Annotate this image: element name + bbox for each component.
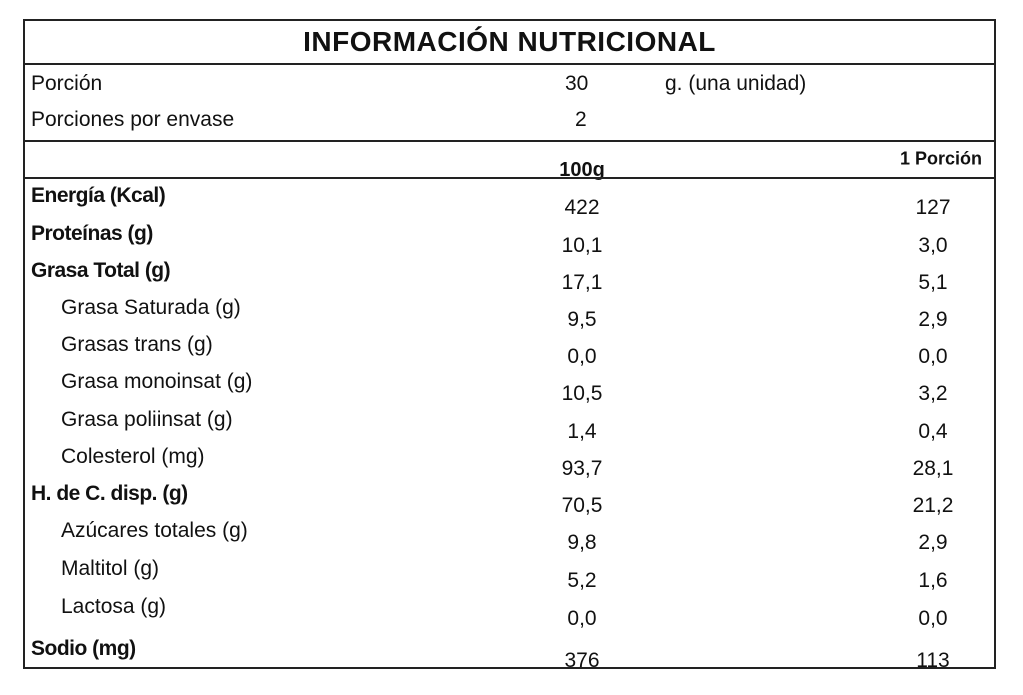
nutrient-label: Proteínas (g) [31, 222, 153, 245]
column-header-portion: 1 Porción [899, 148, 982, 169]
nutrient-row: Grasa poliinsat (g) 1,4 0,4 [25, 403, 994, 443]
nutrient-value-100g: 17,1 [561, 271, 603, 294]
nutrient-value-portion: 2,9 [918, 531, 948, 554]
column-header-row: 100g 1 Porción [559, 148, 982, 182]
nutrient-value-portion: 1,6 [918, 569, 948, 592]
nutrient-value-portion: 5,1 [918, 271, 948, 294]
nutrient-value-100g: 10,1 [561, 234, 603, 257]
nutrient-row: Maltitol (g) 5,2 1,6 [25, 552, 994, 592]
nutrient-value-portion: 0,0 [918, 345, 948, 368]
nutrient-row: Sodio (mg) 376 113 [25, 632, 994, 672]
servings-per-container-value: 2 [575, 108, 587, 131]
nutrient-value-portion: 127 [915, 196, 951, 219]
servings-per-container-label: Porciones por envase [31, 108, 235, 131]
servings-per-container-row: Porciones por envase 2 [25, 103, 994, 137]
table-title: INFORMACIÓN NUTRICIONAL [25, 21, 994, 65]
serving-size-row: Porción 30 g. (una unidad) [25, 67, 994, 101]
nutrient-label: Grasas trans (g) [61, 333, 213, 356]
divider [25, 140, 994, 142]
nutrient-value-100g: 70,5 [561, 494, 603, 517]
nutrient-value-portion: 21,2 [912, 494, 954, 517]
nutrient-label: Azúcares totales (g) [61, 519, 248, 542]
serving-size-label: Porción [31, 72, 103, 95]
nutrient-label: Sodio (mg) [31, 637, 136, 660]
nutrient-value-portion: 28,1 [912, 457, 954, 480]
nutrient-value-100g: 376 [564, 649, 600, 672]
nutrient-value-100g: 0,0 [567, 607, 597, 630]
nutrient-row: H. de C. disp. (g) 70,5 21,2 [25, 477, 994, 517]
nutrient-value-100g: 93,7 [561, 457, 603, 480]
nutrient-row: Grasa Saturada (g) 9,5 2,9 [25, 291, 994, 331]
nutrient-label: Maltitol (g) [61, 557, 160, 580]
nutrient-value-portion: 3,0 [918, 234, 948, 257]
nutrient-value-100g: 9,5 [567, 308, 597, 331]
nutrient-value-100g: 9,8 [567, 531, 597, 554]
serving-size-value: 30 [565, 72, 589, 95]
nutrient-row: Grasa monoinsat (g) 10,5 3,2 [25, 365, 994, 405]
nutrient-value-portion: 0,0 [918, 607, 948, 630]
nutrient-value-100g: 1,4 [567, 420, 597, 443]
nutrient-label: H. de C. disp. (g) [31, 482, 188, 505]
nutrient-label: Lactosa (g) [61, 595, 167, 618]
nutrient-row: Colesterol (mg) 93,7 28,1 [25, 440, 994, 480]
nutrient-label: Grasa Saturada (g) [61, 296, 241, 319]
nutrient-row: Grasas trans (g) 0,0 0,0 [25, 328, 994, 368]
nutrient-value-100g: 10,5 [561, 382, 603, 405]
nutrient-value-100g: 422 [564, 196, 600, 219]
nutrient-row: Lactosa (g) 0,0 0,0 [25, 590, 994, 630]
divider [25, 177, 994, 179]
nutrient-label: Grasa poliinsat (g) [61, 408, 233, 431]
nutrient-value-portion: 113 [916, 649, 950, 672]
nutrient-row: Energía (Kcal) 422 127 [25, 179, 994, 219]
nutrient-label: Energía (Kcal) [31, 184, 166, 207]
nutrient-value-portion: 2,9 [918, 308, 948, 331]
nutrient-row: Azúcares totales (g) 9,8 2,9 [25, 514, 994, 554]
nutrient-row: Grasa Total (g) 17,1 5,1 [25, 254, 994, 294]
nutrient-value-portion: 3,2 [918, 382, 948, 405]
nutrient-value-100g: 0,0 [567, 345, 597, 368]
nutrition-facts-table: INFORMACIÓN NUTRICIONAL Porción 30 g. (u… [23, 19, 996, 672]
nutrient-value-100g: 5,2 [567, 569, 597, 592]
nutrient-value-portion: 0,4 [918, 420, 948, 443]
serving-size-unit: g. (una unidad) [665, 72, 807, 95]
nutrient-label: Grasa monoinsat (g) [61, 370, 253, 393]
nutrient-label: Grasa Total (g) [31, 259, 171, 282]
nutrient-label: Colesterol (mg) [61, 445, 205, 468]
nutrient-row: Proteínas (g) 10,1 3,0 [25, 217, 994, 257]
